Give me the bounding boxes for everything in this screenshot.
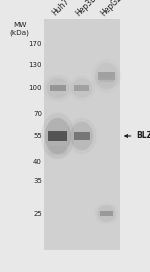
Ellipse shape [70, 122, 93, 150]
Bar [99, 78, 114, 82]
Ellipse shape [47, 141, 69, 155]
Ellipse shape [43, 75, 73, 101]
Ellipse shape [48, 147, 68, 157]
Text: 40: 40 [33, 159, 42, 165]
Text: Huh7: Huh7 [50, 0, 71, 18]
Text: 70: 70 [33, 111, 42, 117]
Bar [74, 132, 90, 140]
Ellipse shape [67, 118, 97, 154]
Ellipse shape [71, 79, 92, 98]
Ellipse shape [46, 78, 69, 98]
Text: 100: 100 [28, 85, 42, 91]
Bar [74, 85, 89, 91]
Bar [98, 72, 115, 80]
Ellipse shape [92, 59, 121, 93]
Ellipse shape [45, 118, 71, 154]
Text: 170: 170 [28, 41, 42, 47]
Ellipse shape [97, 205, 116, 222]
Bar [48, 131, 67, 141]
Text: 25: 25 [33, 211, 42, 217]
Text: Hep3B: Hep3B [74, 0, 98, 18]
Text: HepG2: HepG2 [99, 0, 123, 18]
Text: MW
(kDa): MW (kDa) [10, 22, 29, 36]
Bar [51, 151, 65, 154]
Text: 130: 130 [28, 62, 42, 68]
Ellipse shape [94, 202, 119, 225]
Ellipse shape [41, 113, 75, 159]
Bar [50, 85, 66, 91]
Text: 55: 55 [33, 133, 42, 139]
Text: 35: 35 [33, 178, 42, 184]
Text: BLZF1: BLZF1 [136, 131, 150, 141]
Bar [44, 19, 120, 250]
Ellipse shape [95, 63, 118, 89]
Ellipse shape [97, 73, 116, 87]
Bar [100, 211, 113, 216]
Bar [50, 146, 66, 150]
